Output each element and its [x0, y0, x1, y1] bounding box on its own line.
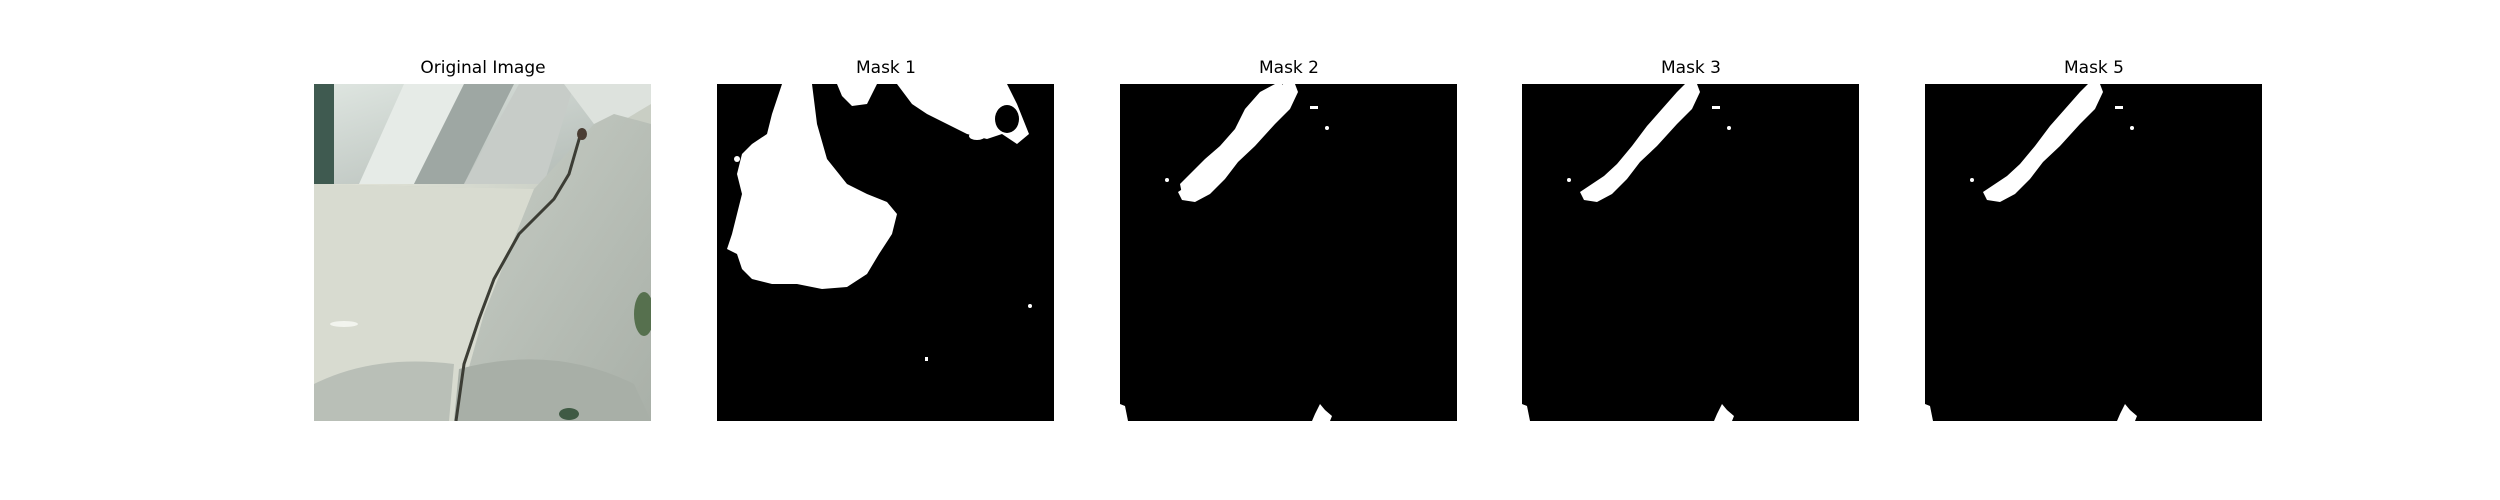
mask-1-image: [717, 84, 1054, 421]
mask-5-svg: [1925, 84, 2262, 421]
panel-title-mask-2: Mask 2: [1258, 58, 1319, 78]
mask-2-svg: [1120, 84, 1457, 421]
mask-2-image: [1120, 84, 1457, 421]
mask-5-image: [1925, 84, 2262, 421]
original-image: [314, 84, 651, 421]
mask-1-svg: [717, 84, 1054, 421]
mask-3-svg: [1522, 84, 1859, 421]
panel-title-mask-1: Mask 1: [855, 58, 916, 78]
mask-3-image: [1522, 84, 1859, 421]
panel-title-mask-5: Mask 5: [2063, 58, 2124, 78]
panel-title-original: Original Image: [420, 58, 546, 78]
original-image-svg: [314, 84, 651, 421]
panel-title-mask-3: Mask 3: [1660, 58, 1721, 78]
